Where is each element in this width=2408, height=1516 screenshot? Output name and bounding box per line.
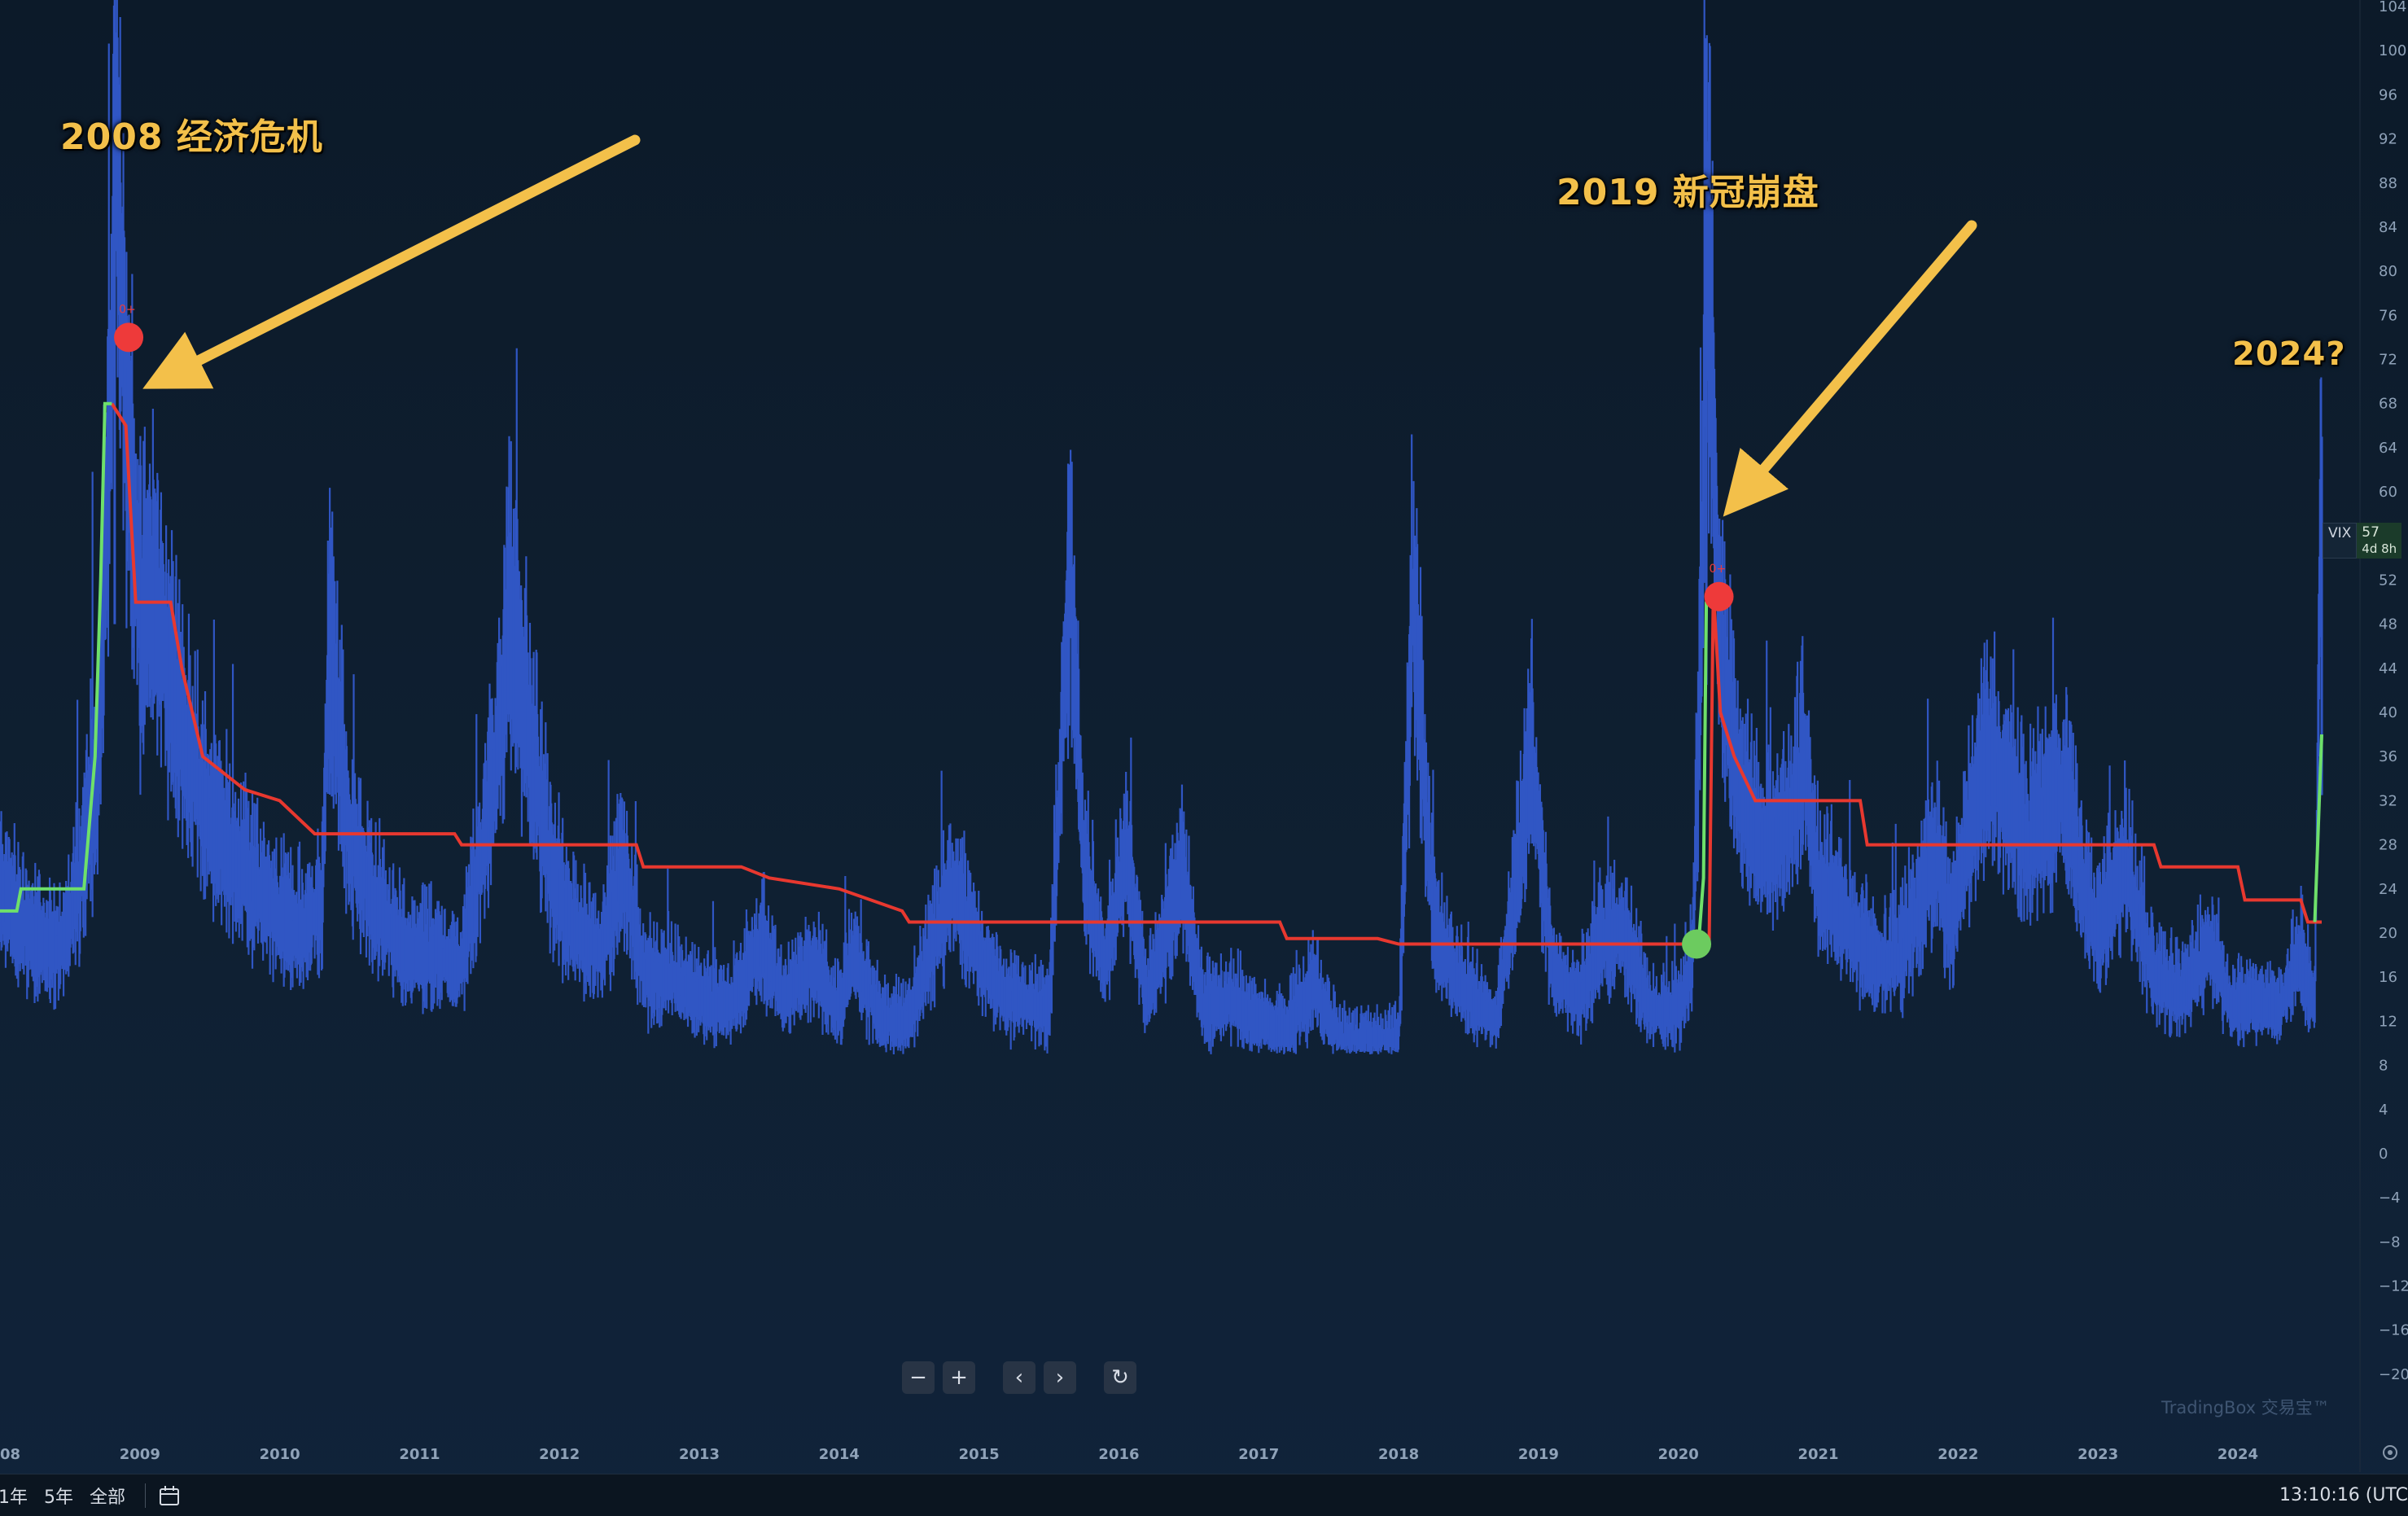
y-tick-label: 96 bbox=[2379, 86, 2397, 103]
x-tick-label: 2011 bbox=[399, 1446, 440, 1463]
x-tick-label: 08 bbox=[0, 1446, 20, 1463]
y-tick-label: 80 bbox=[2379, 263, 2397, 280]
y-tick-label: −4 bbox=[2379, 1190, 2401, 1207]
zoom-in-button[interactable]: + bbox=[943, 1361, 975, 1394]
y-tick-label: 20 bbox=[2379, 925, 2397, 942]
y-tick-label: 0 bbox=[2379, 1146, 2388, 1163]
signal-marker-label: 0+ bbox=[1710, 563, 1727, 576]
y-tick-label: 44 bbox=[2379, 660, 2397, 677]
vix-bars bbox=[0, 0, 2323, 1054]
clock: 13:10:16 (UTC bbox=[2279, 1485, 2408, 1505]
calendar-icon[interactable] bbox=[157, 1483, 182, 1508]
y-tick-label: 24 bbox=[2379, 881, 2397, 898]
y-tick-label: 104 bbox=[2379, 0, 2406, 15]
arrow-2008 bbox=[142, 134, 641, 389]
zoom-out-button[interactable]: − bbox=[902, 1361, 935, 1394]
reset-button[interactable]: ↻ bbox=[1104, 1361, 1136, 1394]
x-tick-label: 2023 bbox=[2077, 1446, 2118, 1463]
signal-marker bbox=[1704, 581, 1734, 611]
arrow-2019 bbox=[1723, 220, 1977, 517]
green-line-path bbox=[0, 401, 112, 913]
x-tick-label: 2021 bbox=[1797, 1446, 1838, 1463]
x-tick-label: 2016 bbox=[1098, 1446, 1139, 1463]
price-axis[interactable]: 1041009692888480767268646056524844403632… bbox=[2359, 0, 2408, 1472]
watermark: TradingBox 交易宝™ bbox=[2161, 1398, 2330, 1417]
y-tick-label: 4 bbox=[2379, 1102, 2388, 1119]
y-tick-label: −20 bbox=[2379, 1366, 2408, 1383]
range-1y-button[interactable]: 1年 bbox=[0, 1488, 28, 1508]
range-all-button[interactable]: 全部 bbox=[90, 1488, 126, 1508]
scroll-right-button[interactable]: › bbox=[1044, 1361, 1076, 1394]
y-tick-label: 28 bbox=[2379, 837, 2397, 854]
y-tick-label: −12 bbox=[2379, 1278, 2408, 1295]
red-line-path bbox=[110, 402, 2322, 946]
y-tick-label: 72 bbox=[2379, 352, 2397, 369]
y-tick-label: 60 bbox=[2379, 484, 2397, 501]
x-tick-label: 2020 bbox=[1658, 1446, 1699, 1463]
annotation-2019: 2019 新冠崩盘 bbox=[1556, 172, 1819, 213]
y-tick-label: 92 bbox=[2379, 131, 2397, 148]
y-tick-label: 100 bbox=[2379, 42, 2406, 59]
vix-symbol: VIX bbox=[2323, 523, 2358, 559]
y-tick-label: 12 bbox=[2379, 1013, 2397, 1030]
annotation-2008: 2008 经济危机 bbox=[60, 116, 323, 158]
signal-markers: 0+ 0+ bbox=[114, 303, 1734, 959]
y-tick-label: 8 bbox=[2379, 1058, 2388, 1075]
x-tick-label: 2018 bbox=[1378, 1446, 1419, 1463]
x-tick-label: 2017 bbox=[1238, 1446, 1279, 1463]
y-tick-label: 64 bbox=[2379, 440, 2397, 457]
signal-marker bbox=[114, 322, 144, 353]
y-tick-label: 84 bbox=[2379, 219, 2397, 236]
x-tick-label: 2024 bbox=[2218, 1446, 2258, 1463]
range-5y-button[interactable]: 5年 bbox=[44, 1488, 73, 1508]
y-tick-label: 36 bbox=[2379, 748, 2397, 765]
x-tick-label: 2013 bbox=[679, 1446, 720, 1463]
red-step-line bbox=[110, 402, 2322, 946]
annotation-arrows bbox=[142, 134, 1977, 517]
settings-icon[interactable] bbox=[2379, 1441, 2401, 1464]
y-tick-label: 88 bbox=[2379, 175, 2397, 192]
divider bbox=[145, 1483, 147, 1508]
scroll-left-button[interactable]: ‹ bbox=[1003, 1361, 1035, 1394]
annotation-2024: 2024? bbox=[2232, 335, 2346, 373]
y-tick-label: 48 bbox=[2379, 616, 2397, 633]
navigation-toolbar: − + ‹ › ↻ bbox=[902, 1360, 1136, 1396]
x-tick-label: 2019 bbox=[1518, 1446, 1559, 1463]
y-tick-label: 68 bbox=[2379, 396, 2397, 413]
y-tick-label: −16 bbox=[2379, 1322, 2408, 1339]
time-axis[interactable]: 08 2009 2010 2011 2012 2013 2014 2015 2016 2017 20… bbox=[0, 1446, 2258, 1463]
green-line-path bbox=[2313, 734, 2323, 922]
bottom-bar: 1年 5年 全部 13:10:16 (UTC bbox=[0, 1474, 2408, 1516]
y-tick-label: 16 bbox=[2379, 969, 2397, 986]
x-tick-label: 2010 bbox=[260, 1446, 300, 1463]
y-tick-label: 40 bbox=[2379, 704, 2397, 721]
y-tick-label: 52 bbox=[2379, 572, 2397, 589]
y-tick-label: −8 bbox=[2379, 1233, 2401, 1251]
vix-last-box: 57 4d 8h bbox=[2357, 523, 2402, 559]
x-tick-label: 2022 bbox=[1937, 1446, 1978, 1463]
signal-marker bbox=[1682, 929, 1712, 959]
last-value-label: VIX 57 4d 8h bbox=[2323, 523, 2402, 559]
signal-marker-label: 0+ bbox=[119, 303, 136, 316]
x-tick-label: 2009 bbox=[120, 1446, 160, 1463]
vix-last-value: 57 bbox=[2362, 524, 2380, 541]
y-tick-label: 76 bbox=[2379, 307, 2397, 324]
range-buttons: 1年 5年 全部 bbox=[0, 1474, 182, 1516]
x-tick-label: 2012 bbox=[539, 1446, 580, 1463]
y-tick-label: 32 bbox=[2379, 792, 2397, 809]
x-tick-label: 2014 bbox=[819, 1446, 860, 1463]
x-tick-label: 2015 bbox=[959, 1446, 1000, 1463]
vix-countdown: 4d 8h bbox=[2362, 541, 2397, 556]
